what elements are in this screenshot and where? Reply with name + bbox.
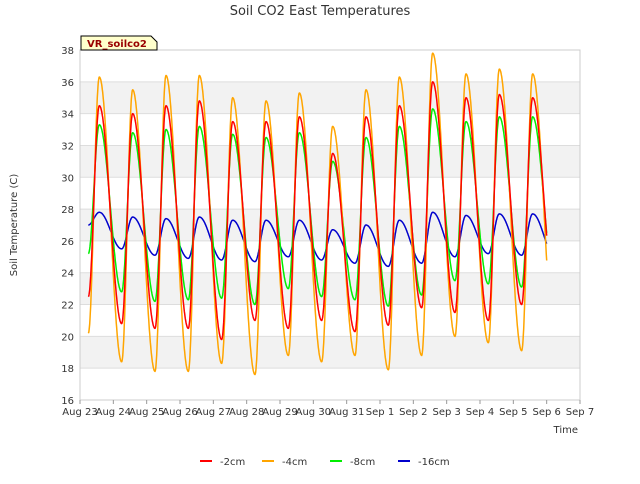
x-tick-label: Aug 29 [262, 407, 297, 418]
legend-label: -8cm [350, 457, 375, 468]
y-tick-label: 20 [61, 332, 74, 343]
x-tick-label: Sep 4 [466, 407, 494, 418]
plot-frame [79, 49, 581, 401]
y-tick-label: 26 [61, 237, 74, 248]
x-tick-label: Aug 31 [329, 407, 364, 418]
y-tick-label: 32 [61, 141, 74, 152]
x-tick-label: Sep 6 [532, 407, 560, 418]
site-label-text: VR_soilco2 [87, 39, 147, 50]
y-axis-label: Soil Temperature (C) [9, 174, 20, 277]
y-tick-label: 34 [61, 110, 74, 121]
y-tick-label: 18 [61, 364, 74, 375]
x-tick-label: Sep 7 [566, 407, 594, 418]
x-tick-label: Aug 27 [196, 407, 231, 418]
series-lines [87, 52, 548, 376]
chart-title: Soil CO2 East Temperatures [230, 4, 411, 19]
legend-label: -16cm [418, 457, 450, 468]
x-tick-label: Aug 25 [129, 407, 164, 418]
y-tick-label: 30 [61, 173, 74, 184]
background-band [80, 272, 580, 305]
x-axis-label: Time [553, 425, 578, 436]
x-tick-label: Aug 23 [62, 407, 97, 418]
x-tick-label: Sep 2 [399, 407, 427, 418]
series-line-minus-8cm [87, 108, 548, 307]
y-tick-label: 24 [61, 269, 74, 280]
series-line-minus-2cm [87, 81, 548, 341]
legend-label: -4cm [282, 457, 307, 468]
series-line-minus-16cm [87, 211, 548, 268]
y-tick-label: 28 [61, 205, 74, 216]
legend-label: -2cm [220, 457, 245, 468]
y-tick-label: 22 [61, 301, 74, 312]
x-tick-label: Sep 3 [432, 407, 460, 418]
series-line-minus-4cm [87, 52, 548, 376]
y-tick-label: 16 [61, 396, 74, 407]
x-tick-label: Aug 28 [229, 407, 264, 418]
x-tick-label: Sep 5 [499, 407, 527, 418]
y-axis-ticks: 16 18 20 22 24 26 28 30 32 34 36 38 [61, 46, 74, 407]
y-tick-label: 36 [61, 78, 74, 89]
x-tick-label: Sep 1 [366, 407, 394, 418]
background-band [80, 336, 580, 369]
x-tick-label: Aug 24 [96, 407, 131, 418]
x-tick-label: Aug 26 [162, 407, 197, 418]
y-tick-label: 38 [61, 46, 74, 57]
x-tick-label: Aug 30 [296, 407, 331, 418]
legend: -2cm -4cm -8cm -16cm [200, 457, 450, 468]
site-label-box: VR_soilco2 [80, 35, 158, 51]
site-label-tag [80, 35, 158, 51]
